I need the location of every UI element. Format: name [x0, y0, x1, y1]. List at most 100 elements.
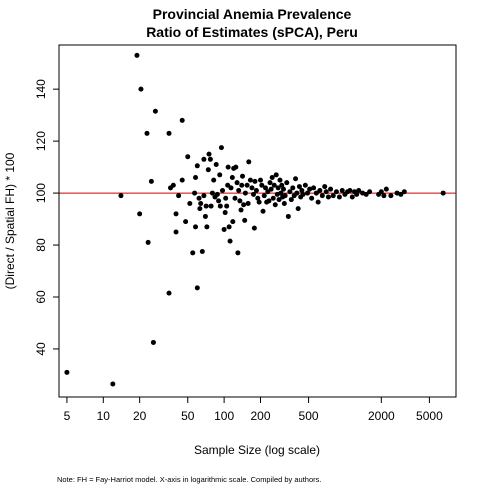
data-point	[255, 195, 261, 201]
data-point	[233, 164, 239, 170]
data-point	[179, 177, 185, 183]
data-point	[249, 185, 255, 191]
data-point	[228, 185, 234, 191]
data-point	[201, 156, 207, 162]
data-point	[363, 191, 369, 197]
data-point	[194, 163, 200, 169]
data-point	[266, 198, 272, 204]
data-point	[250, 191, 256, 197]
data-point	[299, 187, 305, 193]
data-point	[213, 161, 219, 167]
data-point	[220, 187, 226, 193]
data-point	[134, 52, 140, 58]
y-tick-label: 40	[34, 342, 48, 356]
data-point	[262, 185, 268, 191]
data-point	[247, 177, 253, 183]
data-point	[388, 193, 394, 199]
data-point	[336, 194, 342, 200]
data-point	[202, 213, 208, 219]
data-point	[204, 224, 210, 230]
data-point	[246, 159, 252, 165]
data-point	[235, 250, 241, 256]
data-point	[227, 238, 233, 244]
data-point	[222, 210, 228, 216]
data-point	[381, 193, 387, 199]
data-point	[173, 229, 179, 235]
chart-subtitle: Ratio of Estimates (sPCA), Peru	[146, 24, 358, 40]
data-point	[194, 285, 200, 291]
data-point	[284, 180, 290, 186]
data-point	[300, 191, 306, 197]
data-point	[317, 187, 323, 193]
data-point	[287, 189, 293, 195]
data-point	[383, 186, 389, 192]
data-point	[305, 190, 311, 196]
data-point	[242, 190, 248, 196]
data-point	[313, 190, 319, 196]
x-tick-label: 10	[97, 409, 111, 423]
data-point	[280, 186, 286, 192]
chart-title: Provincial Anemia Prevalence	[153, 6, 352, 22]
data-point	[166, 130, 172, 136]
data-point	[281, 200, 287, 206]
data-point	[110, 381, 116, 387]
data-point	[245, 200, 251, 206]
data-point	[309, 195, 315, 201]
data-point	[192, 190, 198, 196]
data-point	[218, 145, 224, 151]
x-tick-label: 5	[64, 409, 71, 423]
data-point	[349, 194, 355, 200]
data-point	[259, 182, 265, 188]
data-point	[293, 176, 299, 182]
data-point	[354, 191, 360, 197]
data-point	[190, 250, 196, 256]
data-point	[208, 203, 214, 209]
data-point	[221, 226, 227, 232]
data-point	[401, 189, 407, 195]
data-point	[229, 174, 235, 180]
data-point	[207, 156, 213, 162]
data-point	[197, 206, 203, 212]
x-tick-label: 500	[299, 409, 319, 423]
data-point	[252, 178, 258, 184]
data-point	[440, 190, 446, 196]
x-axis: 5 10 20 50 100 200 500 2000 5000	[64, 396, 443, 423]
y-tick-label: 80	[34, 238, 48, 252]
data-point	[322, 184, 328, 190]
data-point	[261, 193, 267, 199]
data-point	[269, 174, 275, 180]
data-point	[206, 151, 212, 157]
x-tick-label: 5000	[416, 409, 443, 423]
data-point	[179, 117, 185, 123]
data-point	[356, 187, 362, 193]
y-axis: 40 60 80 100 120 140	[34, 79, 60, 356]
x-tick-label: 50	[181, 409, 195, 423]
data-point	[296, 184, 302, 190]
data-point	[242, 217, 248, 223]
data-point	[290, 185, 296, 191]
data-point	[253, 187, 259, 193]
data-point	[285, 213, 291, 219]
data-point	[295, 206, 301, 212]
data-point	[199, 249, 205, 255]
data-point	[209, 190, 215, 196]
data-point	[118, 193, 124, 199]
data-point	[216, 198, 222, 204]
data-point	[150, 339, 156, 345]
data-point	[223, 195, 229, 201]
data-point	[217, 203, 223, 209]
data-point	[315, 199, 321, 205]
data-point	[217, 172, 223, 178]
data-point	[302, 182, 308, 188]
data-point	[187, 200, 193, 206]
data-point	[275, 185, 281, 191]
y-tick-label: 100	[34, 183, 48, 203]
data-point	[267, 180, 273, 186]
data-point	[307, 186, 313, 192]
data-point	[279, 182, 285, 188]
data-point	[176, 193, 182, 199]
data-point	[282, 193, 288, 199]
data-point	[257, 177, 263, 183]
data-point	[367, 189, 373, 195]
data-point	[236, 187, 242, 193]
